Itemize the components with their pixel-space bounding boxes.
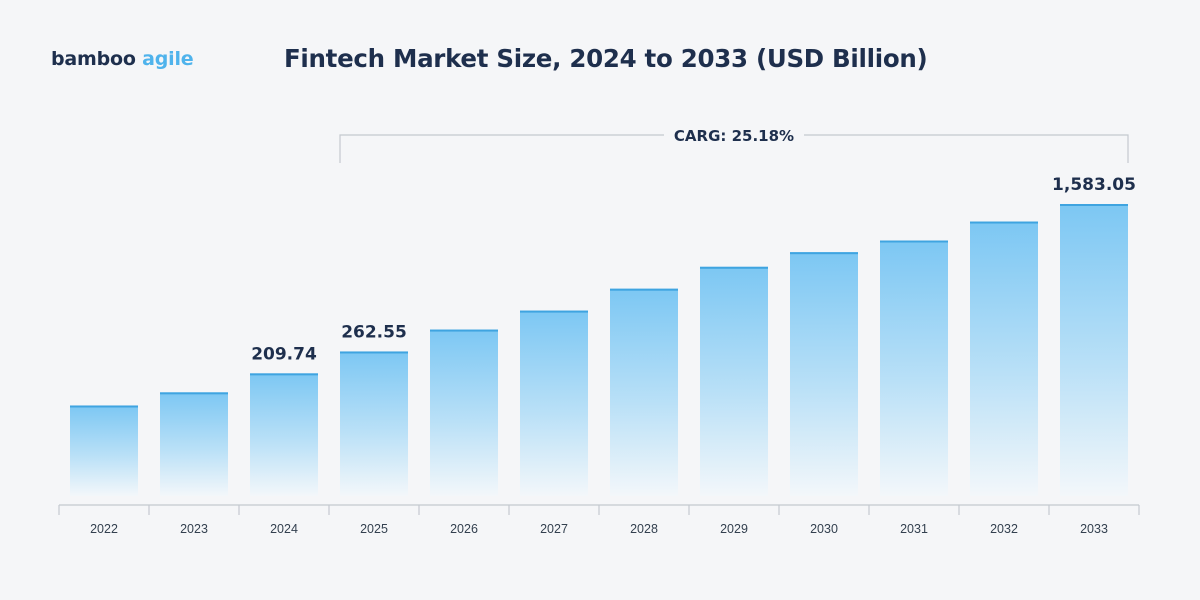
bar-top-edge-2026	[430, 329, 498, 332]
bar-top-edge-2023	[160, 392, 228, 395]
bar-top-edge-2031	[880, 240, 948, 243]
x-tick-label-2027: 2027	[540, 522, 568, 536]
bar-top-edge-2025	[340, 351, 408, 354]
bar-top-edge-2032	[970, 221, 1038, 224]
bar-2025	[340, 351, 408, 496]
x-tick-label-2033: 2033	[1080, 522, 1108, 536]
bar-2029	[700, 266, 768, 496]
bar-top-edge-2029	[700, 266, 768, 269]
bar-top-edge-2024	[250, 373, 318, 376]
bar-2030	[790, 252, 858, 496]
data-label-2025: 262.55	[341, 322, 407, 342]
cagr-bracket-right	[804, 134, 1129, 163]
bar-2032	[970, 221, 1038, 496]
data-label-2033: 1,583.05	[1052, 175, 1136, 195]
bar-2027	[520, 310, 588, 496]
x-tick-label-2028: 2028	[630, 522, 658, 536]
cagr-annotation: CARG: 25.18%	[674, 127, 794, 145]
x-tick-label-2023: 2023	[180, 522, 208, 536]
x-tick-label-2032: 2032	[990, 522, 1018, 536]
x-tick-label-2022: 2022	[90, 522, 118, 536]
bar-2031	[880, 240, 948, 496]
x-tick-label-2029: 2029	[720, 522, 748, 536]
x-tick-label-2025: 2025	[360, 522, 388, 536]
bar-2033	[1060, 204, 1128, 496]
bamboo-agile-logo: bamboo agile	[51, 47, 194, 71]
bar-top-edge-2027	[520, 310, 588, 313]
x-tick-label-2030: 2030	[810, 522, 838, 536]
bar-2024	[250, 373, 318, 496]
bar-2023	[160, 392, 228, 496]
chart-title: Fintech Market Size, 2024 to 2033 (USD B…	[284, 44, 928, 73]
data-label-2024: 209.74	[251, 344, 317, 364]
cagr-bracket-left	[339, 134, 664, 163]
bar-2022	[70, 405, 138, 496]
x-tick-label-2031: 2031	[900, 522, 928, 536]
bar-top-edge-2033	[1060, 204, 1128, 206]
bar-top-edge-2028	[610, 288, 678, 291]
x-tick-label-2026: 2026	[450, 522, 478, 536]
x-tick-label-2024: 2024	[270, 522, 298, 536]
bar-2026	[430, 329, 498, 496]
logo-word-bamboo: bamboo	[51, 48, 136, 70]
bar-top-edge-2022	[70, 405, 138, 408]
bar-2028	[610, 288, 678, 496]
bar-top-edge-2030	[790, 252, 858, 255]
logo-word-agile: agile	[142, 48, 194, 70]
